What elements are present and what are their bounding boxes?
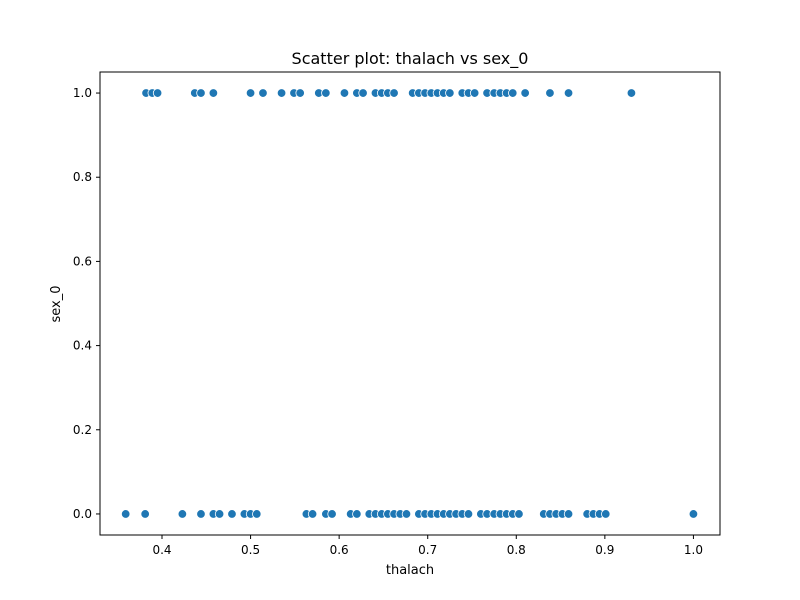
scatter-point	[358, 88, 368, 98]
x-tick-label: 1.0	[684, 543, 703, 557]
scatter-point	[196, 509, 206, 519]
scatter-point	[177, 509, 188, 519]
scatter-point	[352, 509, 362, 519]
scatter-point	[601, 509, 611, 519]
y-axis-ticks: 0.0 0.2 0.4 0.6 0.8 1.0	[73, 86, 100, 521]
scatter-point	[520, 88, 530, 98]
scatter-point	[252, 509, 262, 519]
y-tick-label: 1.0	[73, 86, 92, 100]
y-tick-label: 0.8	[73, 170, 92, 184]
scatter-point	[258, 88, 268, 98]
y-axis-label: sex_0	[49, 285, 64, 322]
scatter-point	[227, 509, 237, 519]
scatter-point	[626, 88, 637, 98]
scatter-point	[508, 88, 518, 98]
x-tick-label: 0.8	[507, 543, 526, 557]
scatter-point	[196, 88, 206, 98]
scatter-point	[563, 88, 574, 98]
scatter-point	[276, 88, 287, 98]
plot-area-frame	[99, 71, 721, 536]
scatter-point	[401, 509, 412, 519]
chart-title: Scatter plot: thalach vs sex_0	[292, 49, 529, 69]
scatter-point	[545, 88, 555, 98]
data-points	[120, 88, 699, 519]
scatter-point	[152, 88, 163, 98]
scatter-point	[563, 509, 574, 519]
x-tick-label: 0.7	[418, 543, 437, 557]
x-tick-label: 0.5	[241, 543, 260, 557]
scatter-point	[120, 509, 131, 519]
scatter-point	[208, 88, 219, 98]
y-tick-label: 0.6	[73, 254, 92, 268]
scatter-point	[245, 88, 256, 98]
y-tick-label: 0.0	[73, 507, 92, 521]
x-tick-label: 0.9	[595, 543, 614, 557]
y-tick-label: 0.2	[73, 423, 92, 437]
scatter-point	[514, 509, 524, 519]
x-tick-label: 0.6	[330, 543, 349, 557]
scatter-point	[339, 88, 350, 98]
scatter-point	[140, 509, 150, 519]
x-tick-label: 0.4	[152, 543, 171, 557]
scatter-point	[445, 88, 455, 98]
scatter-point	[321, 88, 331, 98]
y-tick-label: 0.4	[73, 339, 92, 353]
scatter-point	[469, 88, 480, 98]
scatter-point	[307, 509, 318, 519]
scatter-point	[463, 509, 474, 519]
scatter-point	[327, 509, 337, 519]
scatter-point	[389, 88, 399, 98]
scatter-point	[688, 509, 699, 519]
x-axis-label: thalach	[386, 563, 434, 578]
scatter-point	[295, 88, 305, 98]
x-axis-ticks: 0.4 0.5 0.6 0.7 0.8 0.9 1.0	[152, 535, 703, 557]
scatter-point	[214, 509, 225, 519]
